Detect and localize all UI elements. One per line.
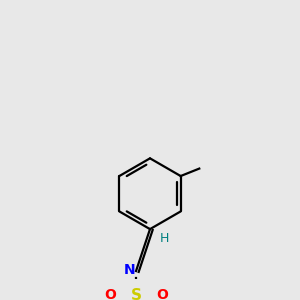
Text: S: S [130, 288, 142, 300]
Text: O: O [156, 288, 168, 300]
Text: H: H [159, 232, 169, 245]
Text: N: N [124, 263, 135, 277]
Text: O: O [104, 288, 116, 300]
